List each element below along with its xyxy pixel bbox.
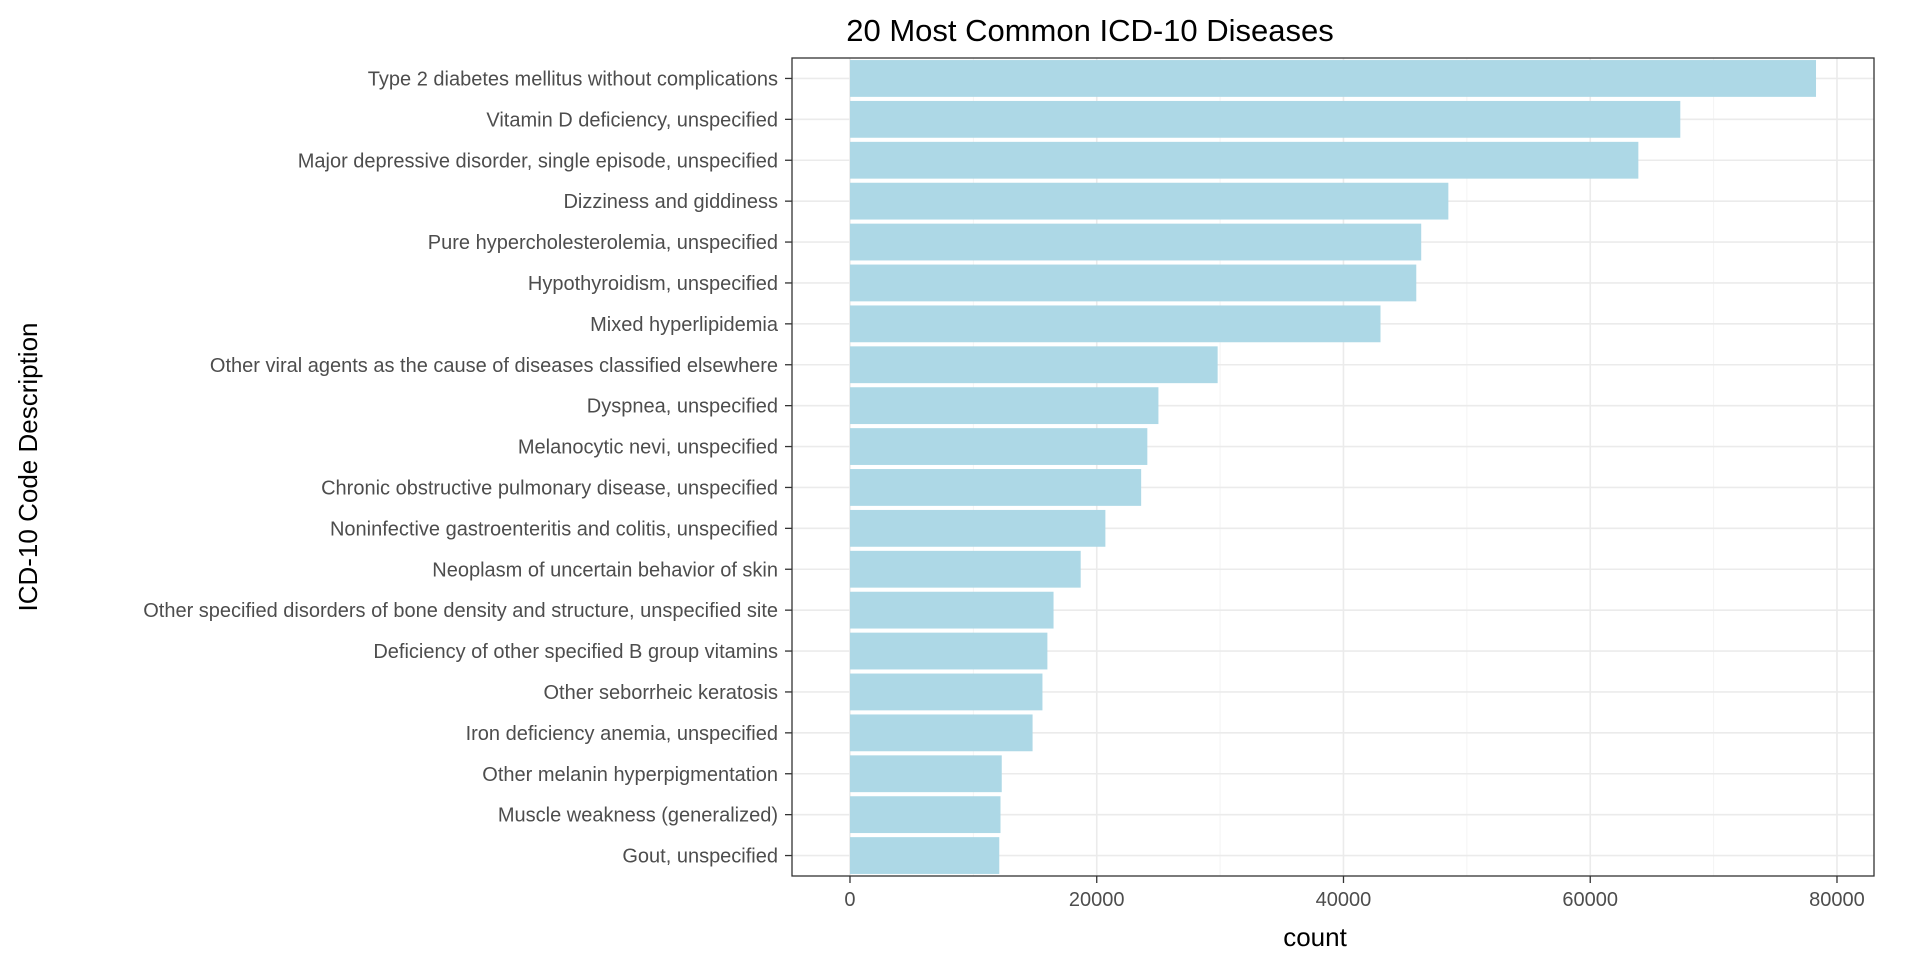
- category-label-19: Muscle weakness (generalized): [498, 805, 778, 827]
- x-tick-label-4: 80000: [1809, 889, 1865, 911]
- category-label-9: Dyspnea, unspecified: [587, 396, 778, 418]
- bars: [849, 60, 1817, 874]
- bar-19: [849, 796, 1001, 834]
- category-label-2: Vitamin D deficiency, unspecified: [486, 109, 778, 131]
- bar-10: [849, 428, 1148, 465]
- category-label-20: Gout, unspecified: [622, 846, 778, 868]
- bar-16: [849, 673, 1043, 711]
- x-axis-title: count: [1283, 922, 1347, 952]
- bar-14: [849, 591, 1054, 629]
- category-label-11: Chronic obstructive pulmonary disease, u…: [321, 477, 778, 499]
- bar-18: [849, 755, 1002, 793]
- category-label-7: Mixed hyperlipidemia: [590, 314, 779, 336]
- bar-8: [849, 346, 1218, 384]
- category-label-14: Other specified disorders of bone densit…: [143, 600, 778, 622]
- chart-title: 20 Most Common ICD-10 Diseases: [846, 13, 1334, 48]
- category-label-17: Iron deficiency anemia, unspecified: [466, 723, 778, 745]
- x-tick-label-2: 40000: [1316, 889, 1372, 911]
- bar-1: [849, 60, 1817, 97]
- bar-5: [849, 223, 1422, 261]
- x-axis-ticks: 0 20000 40000 60000 80000: [844, 876, 1865, 911]
- bar-9: [849, 387, 1159, 425]
- y-axis-title: ICD-10 Code Description: [13, 322, 43, 611]
- category-labels: Type 2 diabetes mellitus without complic…: [143, 68, 792, 868]
- category-label-8: Other viral agents as the cause of disea…: [210, 355, 778, 377]
- category-label-10: Melanocytic nevi, unspecified: [518, 437, 778, 459]
- bar-12: [849, 509, 1106, 547]
- bar-7: [849, 305, 1381, 343]
- bar-15: [849, 632, 1048, 670]
- category-label-18: Other melanin hyperpigmentation: [482, 764, 778, 786]
- category-label-6: Hypothyroidism, unspecified: [528, 273, 778, 295]
- bar-3: [849, 141, 1639, 179]
- bar-20: [849, 837, 1000, 874]
- category-label-15: Deficiency of other specified B group vi…: [373, 641, 778, 663]
- category-label-5: Pure hypercholesterolemia, unspecified: [428, 232, 778, 254]
- category-label-13: Neoplasm of uncertain behavior of skin: [432, 559, 778, 581]
- x-tick-label-1: 20000: [1069, 889, 1125, 911]
- bar-2: [849, 100, 1681, 138]
- bar-11: [849, 469, 1142, 506]
- grid-lines: [792, 58, 1874, 876]
- category-label-4: Dizziness and giddiness: [563, 191, 778, 213]
- bar-17: [849, 714, 1033, 752]
- panel-border: [791, 57, 1875, 877]
- category-label-1: Type 2 diabetes mellitus without complic…: [368, 68, 778, 90]
- x-tick-label-3: 60000: [1562, 889, 1618, 911]
- bar-6: [849, 264, 1417, 302]
- bar-13: [849, 550, 1081, 588]
- category-label-12: Noninfective gastroenteritis and colitis…: [330, 518, 778, 540]
- category-label-3: Major depressive disorder, single episod…: [298, 150, 778, 172]
- category-label-16: Other seborrheic keratosis: [543, 682, 778, 704]
- bar-4: [849, 182, 1449, 220]
- x-tick-label-0: 0: [844, 889, 855, 911]
